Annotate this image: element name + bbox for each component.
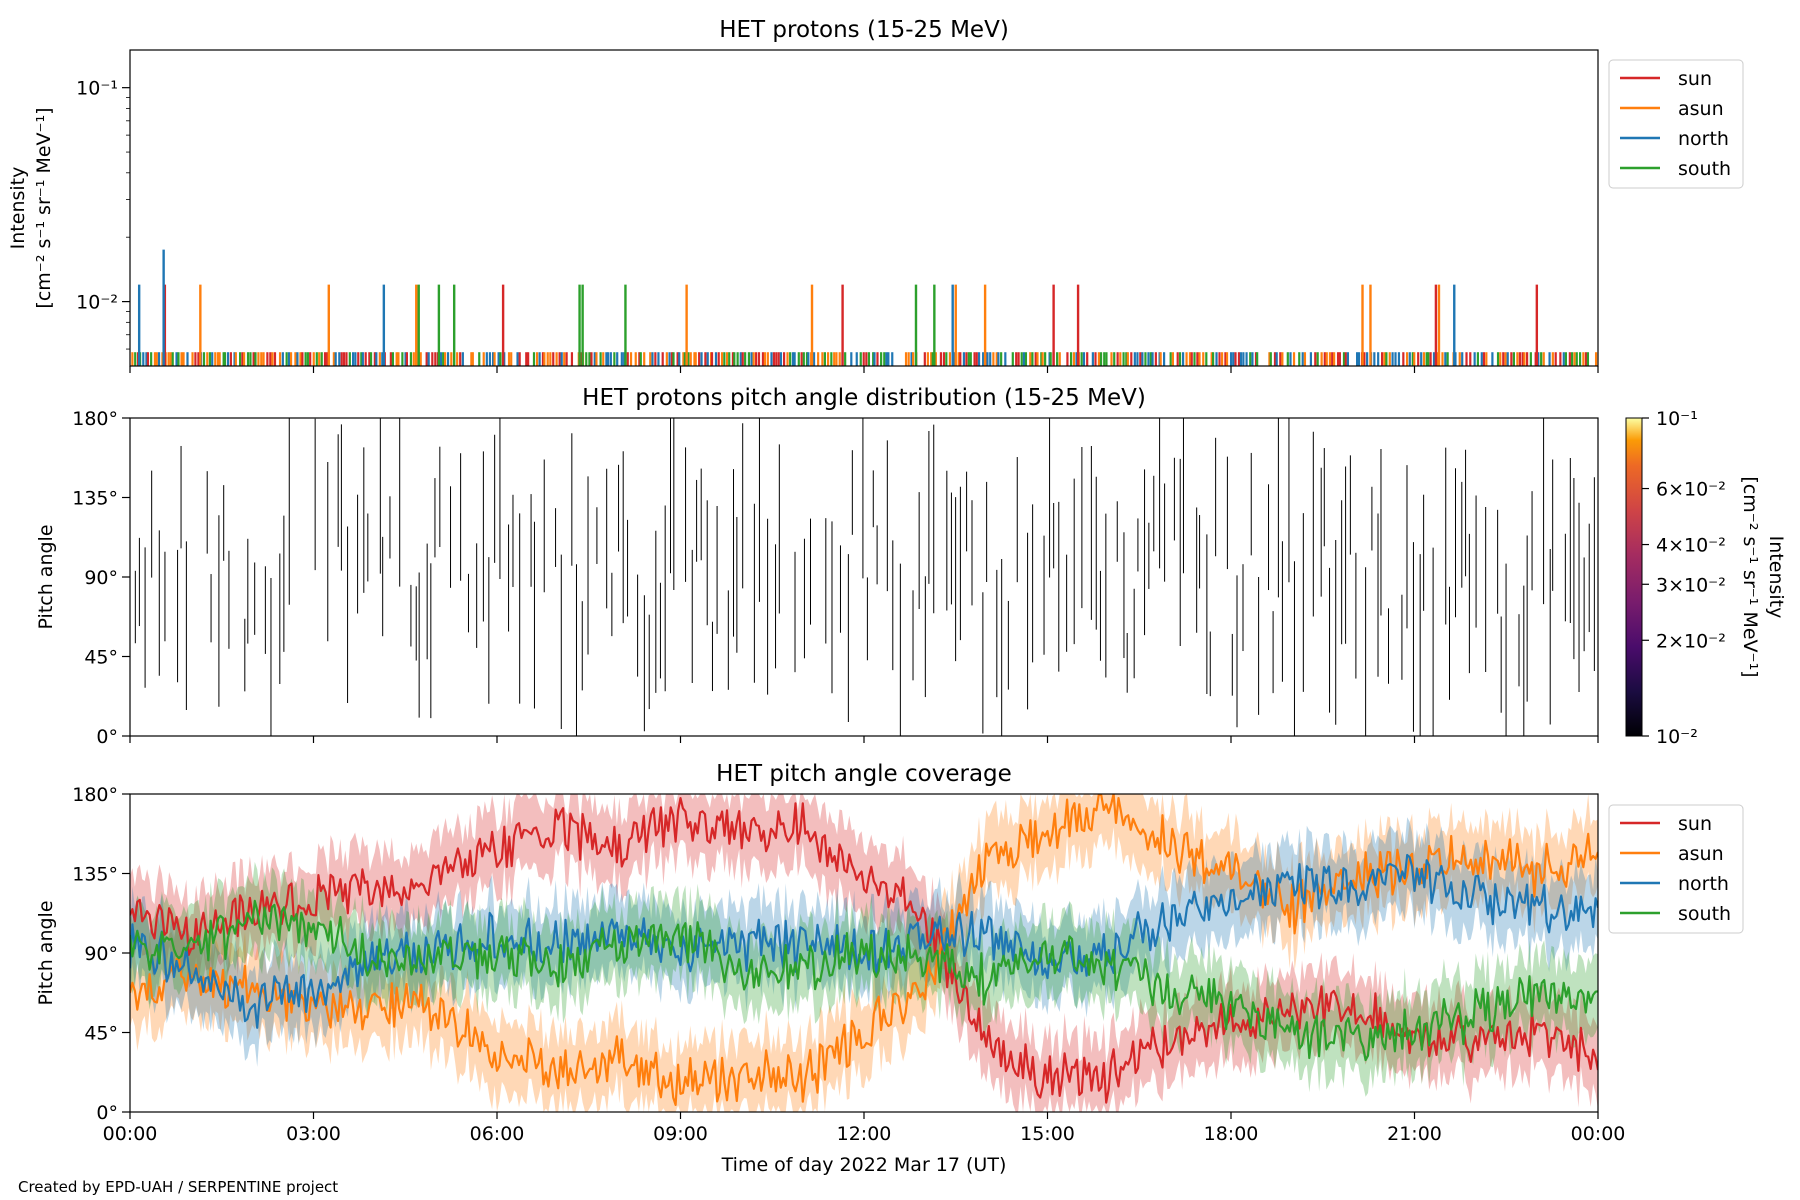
- credit-text: Created by EPD-UAH / SERPENTINE project: [18, 1178, 338, 1196]
- pad-panel: HET protons pitch angle distribution (15…: [35, 385, 1787, 748]
- panel3-legend-north-label: north: [1678, 873, 1729, 895]
- panel3-ytick-label: 90°: [84, 943, 118, 965]
- panel1-legend-north-label: north: [1678, 128, 1729, 150]
- intensity-panel: HET protons (15-25 MeV) 10⁻² 10⁻¹ Intensi…: [7, 17, 1744, 373]
- panel1-title: HET protons (15-25 MeV): [719, 17, 1009, 43]
- panel3-xtick-label: 15:00: [1020, 1123, 1075, 1145]
- panel1-ylabel-line2: [cm⁻² s⁻¹ sr⁻¹ MeV⁻¹]: [33, 107, 55, 308]
- colorbar-tick-label: 10⁻¹: [1656, 408, 1698, 430]
- panel3-legend-south-label: south: [1678, 903, 1731, 925]
- panel1-legend-sun-label: sun: [1678, 68, 1712, 90]
- panel2-ytick-label: 90°: [84, 567, 118, 589]
- panel3-ytick-label: 0°: [96, 1102, 118, 1124]
- panel3-xtick-label: 00:00: [103, 1123, 158, 1145]
- panel1-y-axis-label: Intensity [cm⁻² s⁻¹ sr⁻¹ MeV⁻¹]: [7, 107, 55, 308]
- panel1-baseline-marks: [131, 352, 1598, 366]
- panel3-legend-frame: [1608, 804, 1744, 934]
- panel1-y-axis: 10⁻² 10⁻¹: [76, 78, 130, 350]
- panel3-xtick-label: 09:00: [653, 1123, 708, 1145]
- colorbar: 10⁻² 2×10⁻² 3×10⁻² 4×10⁻² 6×10⁻² 10⁻¹ Intensi…: [1625, 408, 1787, 748]
- panel3-ytick-label: 135°: [72, 864, 118, 886]
- panel2-intensity-marks: [134, 418, 1595, 736]
- panel2-title: HET protons pitch angle distribution (15…: [582, 385, 1146, 411]
- colorbar-label: Intensity [cm⁻² s⁻¹ sr⁻¹ MeV⁻¹]: [1739, 476, 1787, 677]
- panel2-plot-area: [134, 418, 1595, 736]
- colorbar-tick-label: 10⁻²: [1656, 726, 1698, 748]
- panel1-ytick-label: 10⁻¹: [76, 78, 118, 100]
- panel3-title: HET pitch angle coverage: [716, 761, 1012, 787]
- panel2-x-ticks: [129, 736, 1599, 743]
- colorbar-label-line1: Intensity: [1765, 536, 1787, 619]
- panel3-south-line: [130, 899, 1598, 1062]
- panel2-ytick-label: 45°: [84, 647, 118, 669]
- panel2-ylabel: Pitch angle: [35, 524, 57, 629]
- panel2-y-axis: 0° 45° 90° 135° 180°: [72, 408, 130, 748]
- panel3-xlabel: Time of day 2022 Mar 17 (UT): [721, 1154, 1007, 1176]
- panel3-ylabel: Pitch angle: [35, 900, 57, 1005]
- panel1-spikes: [137, 249, 1539, 366]
- colorbar-ticks: 10⁻² 2×10⁻² 3×10⁻² 4×10⁻² 6×10⁻² 10⁻¹: [1642, 408, 1726, 748]
- panel3-north-line: [130, 853, 1598, 1029]
- panel1-legend-asun-label: asun: [1678, 98, 1724, 120]
- panel1-ylabel-line1: Intensity: [7, 167, 29, 250]
- panel3-xtick-label: 03:00: [286, 1123, 341, 1145]
- panel3-lines: [130, 794, 1598, 1106]
- colorbar-tick-label: 6×10⁻²: [1656, 479, 1726, 501]
- panel1-plot-area: [131, 249, 1598, 366]
- panel2-ytick-label: 0°: [96, 726, 118, 748]
- panel3-ytick-label: 45°: [84, 1023, 118, 1045]
- panel3-xtick-label: 00:00: [1571, 1123, 1626, 1145]
- panel3-legend-asun-label: asun: [1678, 843, 1724, 865]
- coverage-panel: HET pitch angle coverage 0° 45° 90° 135° 180…: [35, 761, 1744, 1176]
- panel3-xtick-label: 21:00: [1387, 1123, 1442, 1145]
- panel1-legend: sun asun north south: [1608, 59, 1744, 189]
- panel3-south-band: [130, 861, 1598, 1097]
- colorbar-tick-label: 4×10⁻²: [1656, 535, 1726, 557]
- panel3-asun-line: [130, 794, 1598, 1106]
- panel1-x-ticks: [129, 366, 1599, 373]
- panel3-sun-band: [130, 794, 1598, 1112]
- panel3-xtick-label: 06:00: [470, 1123, 525, 1145]
- panel1-frame: [129, 49, 1599, 367]
- panel3-xtick-label: 18:00: [1204, 1123, 1259, 1145]
- panel3-legend: sun asun north south: [1608, 804, 1744, 934]
- panel2-ytick-label: 180°: [72, 408, 118, 430]
- panel1-ytick-label: 10⁻²: [76, 292, 118, 314]
- panel3-y-axis: 0° 45° 90° 135° 180°: [72, 784, 130, 1124]
- panel1-legend-frame: [1608, 59, 1744, 189]
- panel1-legend-south-label: south: [1678, 158, 1731, 180]
- panel2-ytick-label: 135°: [72, 488, 118, 510]
- colorbar-gradient: [1625, 417, 1643, 737]
- panel3-plot-area: [130, 794, 1598, 1112]
- colorbar-label-line2: [cm⁻² s⁻¹ sr⁻¹ MeV⁻¹]: [1739, 476, 1761, 677]
- colorbar-tick-label: 2×10⁻²: [1656, 630, 1726, 652]
- panel3-sun-line: [130, 797, 1598, 1104]
- panel3-legend-sun-label: sun: [1678, 813, 1712, 835]
- colorbar-tick-label: 3×10⁻²: [1656, 574, 1726, 596]
- panel3-ytick-label: 180°: [72, 784, 118, 806]
- panel3-x-axis: 00:00 03:00 06:00 09:00 12:00 15:00 18:00 21:00…: [103, 1112, 1626, 1145]
- panel3-xtick-label: 12:00: [837, 1123, 892, 1145]
